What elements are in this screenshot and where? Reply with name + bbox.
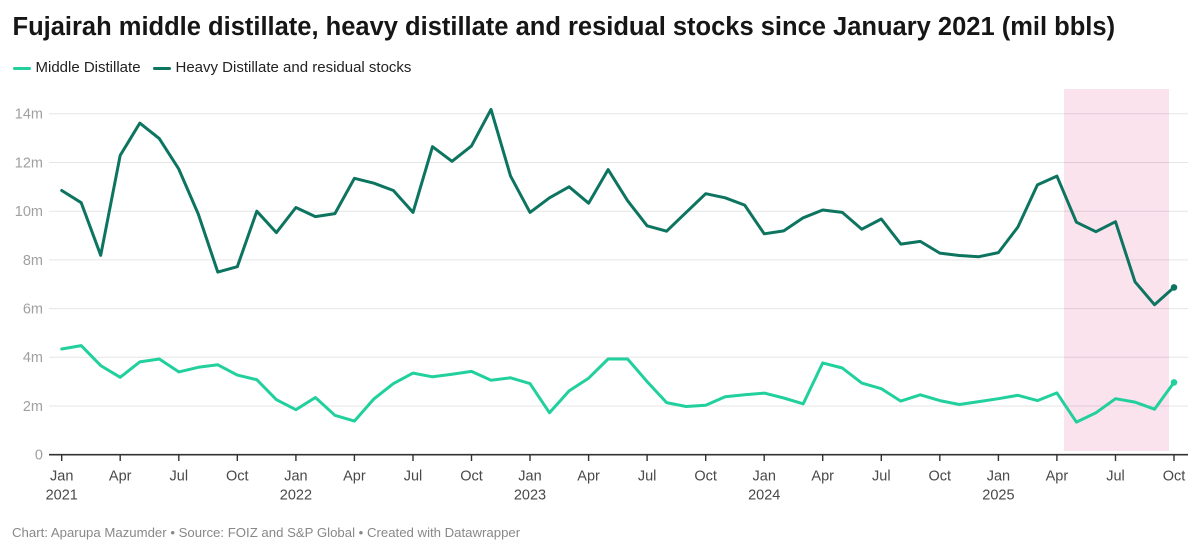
svg-text:Oct: Oct	[694, 469, 717, 485]
svg-text:2025: 2025	[982, 488, 1014, 504]
svg-text:Apr: Apr	[109, 469, 132, 485]
svg-text:14m: 14m	[15, 107, 43, 123]
svg-text:Jan: Jan	[50, 469, 73, 485]
svg-text:10m: 10m	[15, 204, 43, 220]
svg-text:Jan: Jan	[987, 469, 1010, 485]
svg-text:Apr: Apr	[343, 469, 366, 485]
svg-text:Jan: Jan	[284, 469, 307, 485]
svg-text:Jan: Jan	[518, 469, 541, 485]
svg-text:Oct: Oct	[929, 469, 952, 485]
svg-text:Jul: Jul	[638, 469, 657, 485]
svg-text:4m: 4m	[23, 350, 43, 366]
svg-text:Oct: Oct	[460, 469, 483, 485]
svg-text:Apr: Apr	[577, 469, 600, 485]
svg-text:2021: 2021	[46, 488, 78, 504]
svg-text:Apr: Apr	[1046, 469, 1069, 485]
svg-text:6m: 6m	[23, 302, 43, 318]
svg-text:2023: 2023	[514, 488, 546, 504]
svg-text:Jul: Jul	[1106, 469, 1125, 485]
svg-text:0: 0	[35, 448, 43, 464]
svg-text:Jul: Jul	[872, 469, 891, 485]
svg-text:Jul: Jul	[404, 469, 423, 485]
svg-text:2022: 2022	[280, 488, 312, 504]
svg-text:2024: 2024	[748, 488, 780, 504]
svg-text:Oct: Oct	[1163, 469, 1186, 485]
svg-text:Jan: Jan	[753, 469, 776, 485]
svg-text:12m: 12m	[15, 155, 43, 171]
svg-text:2m: 2m	[23, 399, 43, 415]
svg-text:Apr: Apr	[811, 469, 834, 485]
svg-text:8m: 8m	[23, 253, 43, 269]
svg-text:Jul: Jul	[170, 469, 189, 485]
svg-text:Oct: Oct	[226, 469, 249, 485]
